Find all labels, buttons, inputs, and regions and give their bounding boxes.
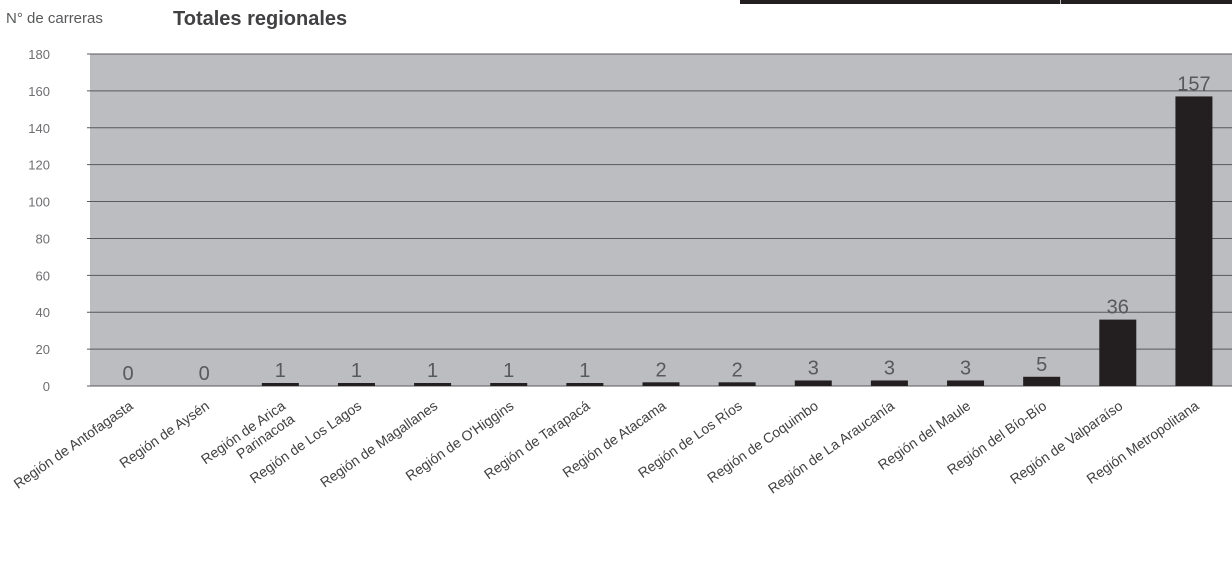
data-label: 1 [351, 360, 362, 382]
data-label: 0 [199, 363, 210, 385]
data-label: 3 [808, 357, 819, 379]
data-label: 3 [960, 357, 971, 379]
bar [414, 383, 452, 386]
x-tick-label: Región de AricaParinacota [198, 397, 297, 480]
bar [337, 383, 375, 386]
data-label: 1 [275, 360, 286, 382]
bar [718, 382, 756, 386]
x-tick-label: Región de La Araucanía [765, 397, 897, 496]
y-axis-label: N° de carreras [6, 10, 103, 27]
y-tick-label: 180 [28, 47, 50, 62]
bar [1099, 319, 1137, 386]
data-label: 1 [427, 360, 438, 382]
chart-title: Totales regionales [173, 8, 348, 30]
y-tick-label: 160 [28, 84, 50, 99]
data-label: 1 [579, 360, 590, 382]
data-label: 2 [732, 359, 743, 381]
bar [566, 383, 604, 386]
bar [794, 380, 832, 386]
top-border-divider [1060, 0, 1061, 4]
bar [261, 383, 299, 386]
data-label: 5 [1036, 354, 1047, 376]
y-tick-label: 60 [36, 268, 50, 283]
y-tick-label: 120 [28, 158, 50, 173]
y-tick-label: 20 [36, 342, 50, 357]
y-tick-label: 0 [43, 379, 50, 394]
y-tick-label: 100 [28, 195, 50, 210]
y-tick-label: 80 [36, 231, 50, 246]
data-label: 0 [123, 363, 134, 385]
bar [870, 380, 908, 386]
bar [1175, 96, 1213, 386]
bar [947, 380, 985, 386]
data-label: 1 [503, 360, 514, 382]
data-label: 2 [655, 359, 666, 381]
top-border-strip [740, 0, 1232, 4]
y-tick-label: 140 [28, 121, 50, 136]
bar [642, 382, 680, 386]
data-label: 36 [1107, 297, 1129, 319]
bar [490, 383, 528, 386]
x-tick-label: Región de Antofagasta [11, 397, 136, 491]
data-label: 3 [884, 357, 895, 379]
bar [1023, 376, 1061, 386]
plot-area [90, 54, 1232, 386]
y-tick-label: 40 [36, 305, 50, 320]
data-label: 157 [1177, 73, 1210, 95]
